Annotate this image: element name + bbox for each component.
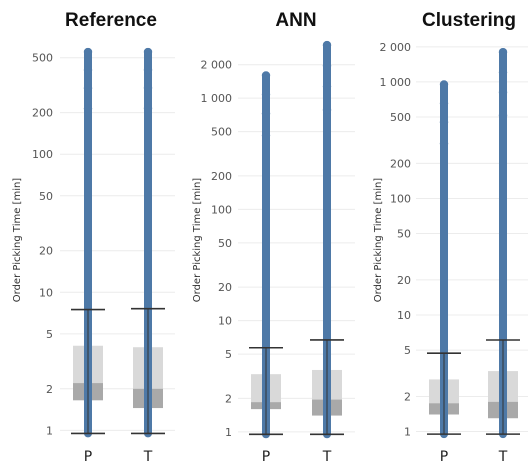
outlier-point bbox=[322, 82, 332, 91]
y-tick-label: 1 bbox=[225, 426, 232, 439]
y-tick-label: 100 bbox=[390, 192, 411, 205]
outlier-point bbox=[498, 111, 508, 120]
y-tick-label: 200 bbox=[211, 170, 232, 183]
outlier-point bbox=[83, 47, 93, 57]
y-tick-label: 20 bbox=[218, 281, 232, 294]
outlier-point bbox=[498, 88, 508, 97]
outlier-point bbox=[322, 105, 332, 115]
outlier-point bbox=[498, 68, 508, 77]
outlier-point bbox=[83, 65, 93, 75]
outlier-point bbox=[439, 117, 449, 127]
x-category-label: T bbox=[143, 449, 153, 465]
y-tick-label: 1 000 bbox=[201, 92, 233, 105]
y-tick-label: 5 bbox=[225, 348, 232, 361]
box-t bbox=[486, 47, 520, 439]
panel-title: Reference bbox=[65, 10, 157, 31]
y-tick-label: 10 bbox=[218, 315, 232, 328]
y-tick-label: 100 bbox=[32, 148, 53, 161]
outlier-point bbox=[322, 61, 332, 70]
outlier-point bbox=[143, 83, 153, 93]
y-axis-label: Order Picking Time [min] bbox=[12, 178, 23, 303]
box-p bbox=[71, 47, 105, 438]
y-tick-label: 500 bbox=[211, 126, 232, 139]
outlier-point bbox=[439, 139, 449, 148]
panel-title: ANN bbox=[275, 10, 316, 31]
panel-clustering: Clustering Order Picking Time [min] 1 2 5 10 2… bbox=[373, 10, 528, 465]
y-tick-label: 50 bbox=[218, 237, 232, 250]
y-tick-label: 500 bbox=[390, 111, 411, 124]
outlier-point bbox=[83, 83, 93, 93]
y-axis-label: Order Picking Time [min] bbox=[192, 178, 203, 303]
y-tick-label: 5 bbox=[404, 344, 411, 357]
box-p bbox=[427, 80, 461, 439]
y-tick-label: 50 bbox=[397, 228, 411, 241]
x-category-label: P bbox=[84, 449, 92, 465]
box-t bbox=[131, 47, 165, 438]
y-tick-label: 1 000 bbox=[380, 76, 412, 89]
y-tick-label: 1 bbox=[46, 424, 53, 437]
x-category-label: T bbox=[498, 449, 508, 465]
x-category-label: P bbox=[440, 449, 448, 465]
panel-title: Clustering bbox=[422, 10, 516, 31]
y-tick-label: 200 bbox=[390, 157, 411, 170]
y-tick-label: 50 bbox=[39, 190, 53, 203]
outlier-point bbox=[143, 65, 153, 75]
outlier-point bbox=[261, 90, 271, 99]
outlier-point bbox=[83, 104, 93, 113]
y-tick-label: 2 000 bbox=[201, 59, 233, 72]
box-p bbox=[249, 71, 283, 439]
y-tick-label: 1 bbox=[404, 426, 411, 439]
outlier-point bbox=[322, 40, 332, 50]
y-tick-label: 20 bbox=[39, 245, 53, 258]
outlier-point bbox=[261, 131, 271, 140]
y-tick-label: 10 bbox=[39, 286, 53, 299]
y-tick-label: 2 000 bbox=[380, 41, 412, 54]
y-tick-label: 20 bbox=[397, 274, 411, 287]
y-tick-label: 2 bbox=[404, 390, 411, 403]
y-tick-label: 2 bbox=[46, 383, 53, 396]
y-tick-label: 5 bbox=[46, 328, 53, 341]
y-tick-label: 200 bbox=[32, 107, 53, 120]
y-tick-label: 10 bbox=[397, 309, 411, 322]
box-t bbox=[310, 40, 344, 439]
y-tick-label: 500 bbox=[32, 52, 53, 65]
x-category-label: T bbox=[322, 449, 332, 465]
y-axis-label: Order Picking Time [min] bbox=[373, 178, 384, 303]
outlier-point bbox=[143, 104, 153, 113]
panel-ann: ANN Order Picking Time [min] 1 2 5 10 20 50 100 2… bbox=[192, 10, 355, 465]
outlier-point bbox=[498, 47, 508, 57]
outlier-point bbox=[261, 109, 271, 118]
y-tick-label: 100 bbox=[211, 203, 232, 216]
outlier-point bbox=[439, 80, 449, 89]
panel-reference: Reference Order Picking Time [min] 1 2 5 10 20… bbox=[12, 10, 175, 465]
x-category-label: P bbox=[262, 449, 270, 465]
outlier-point bbox=[143, 47, 153, 57]
outlier-point bbox=[261, 71, 271, 80]
outlier-point bbox=[439, 99, 449, 108]
y-tick-label: 2 bbox=[225, 392, 232, 405]
